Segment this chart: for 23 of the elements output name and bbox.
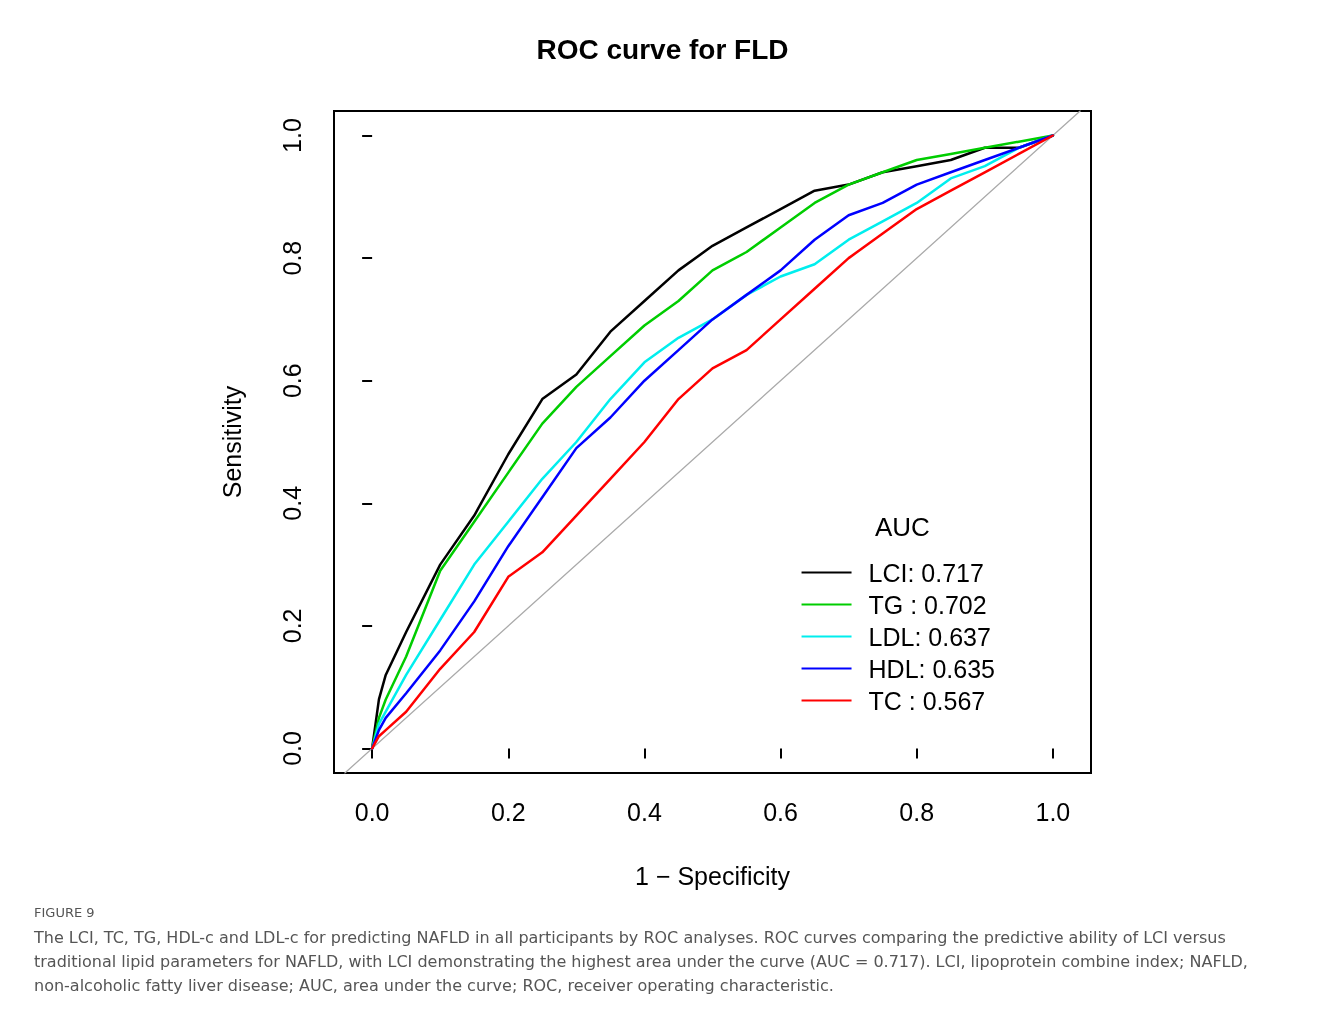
legend-label: TG : 0.702	[868, 590, 987, 619]
caption: FIGURE 9	[34, 905, 96, 920]
x-tick-label: 0.6	[763, 797, 798, 826]
y-tick-label: 1.0	[277, 118, 306, 153]
legend-label: TC : 0.567	[868, 686, 986, 715]
x-axis-title: 1 − Specificity	[635, 861, 791, 890]
y-tick-label: 0.4	[277, 485, 306, 521]
y-tick-label: 0.0	[277, 731, 306, 766]
legend-label: LCI: 0.717	[868, 558, 984, 587]
x-tick-label: 1.0	[1035, 797, 1071, 826]
legend-label: HDL: 0.635	[868, 654, 995, 683]
chart-title: ROC curve for FLD	[536, 33, 789, 65]
y-axis-title: Sensitivity	[217, 385, 246, 499]
text: The LCI, TC, TG, HDL-c and LDL-c for predicting NAFLD in all participants by ROC analyses. ROC curves comparing the predictive ability of LCI versus traditional lipid parameters for NAFLD, with LCI demonstrating the highest area under the curve (AUC = 0.717). LCI, lipoprotein combine index; NAFLD, non-alcoholic fatty liver disease; AUC, area under the curve; ROC, receiver operating characteristic.	[34, 927, 1249, 997]
legend-title: AUC	[875, 512, 930, 542]
x-tick-label: 0.0	[354, 797, 390, 826]
legend-label: LDL: 0.637	[868, 622, 991, 651]
y-tick-label: 0.2	[277, 608, 306, 644]
y-tick-label: 0.8	[277, 240, 306, 276]
x-tick-label: 0.4	[627, 797, 662, 826]
x-tick-label: 0.8	[899, 797, 935, 826]
x-tick-label: 0.2	[490, 797, 526, 826]
y-tick-label: 0.6	[277, 363, 306, 399]
